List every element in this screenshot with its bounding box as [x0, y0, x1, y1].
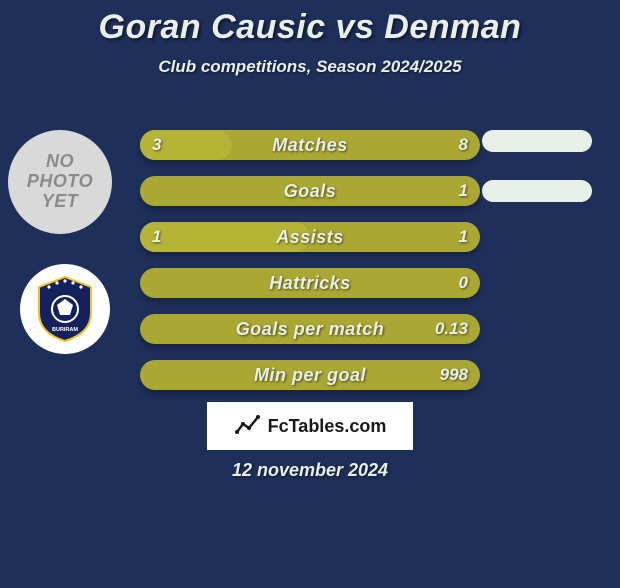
player1-club-badge: BURIRAM: [20, 264, 110, 354]
page-subtitle: Club competitions, Season 2024/2025: [0, 57, 620, 77]
bar-label: Hattricks: [140, 268, 480, 298]
bar-right-value: 8: [459, 130, 468, 160]
avatar-placeholder-text: NOPHOTOYET: [27, 152, 93, 211]
bar-assists: 1 Assists 1: [140, 222, 480, 252]
player2-pill-2: [482, 180, 592, 202]
footer-logo: FcTables.com: [207, 402, 413, 450]
bar-right-value: 998: [440, 360, 468, 390]
bar-right-value: 0.13: [435, 314, 468, 344]
bar-label: Goals per match: [140, 314, 480, 344]
bar-right-value: 1: [459, 176, 468, 206]
bar-label: Matches: [140, 130, 480, 160]
bar-min-per-goal: Min per goal 998: [140, 360, 480, 390]
footer-date: 12 november 2024: [0, 460, 620, 481]
player1-column: NOPHOTOYET BURIRAM: [8, 130, 118, 354]
player2-column: [482, 130, 602, 230]
bar-right-value: 0: [459, 268, 468, 298]
bar-label: Goals: [140, 176, 480, 206]
bar-label: Min per goal: [140, 360, 480, 390]
club-name-text: BURIRAM: [52, 327, 78, 333]
bar-right-value: 1: [459, 222, 468, 252]
player2-pill-1: [482, 130, 592, 152]
bar-hattricks: Hattricks 0: [140, 268, 480, 298]
bar-goals-per-match: Goals per match 0.13: [140, 314, 480, 344]
bar-goals: Goals 1: [140, 176, 480, 206]
bar-matches: 3 Matches 8: [140, 130, 480, 160]
footer-logo-text: FcTables.com: [268, 416, 387, 437]
player1-avatar-placeholder: NOPHOTOYET: [8, 130, 112, 234]
fctables-logo-icon: [234, 412, 262, 440]
page-title: Goran Causic vs Denman: [0, 8, 620, 47]
club-crest-icon: BURIRAM: [29, 273, 101, 345]
stat-bars: 3 Matches 8 Goals 1 1 Assists 1 Hattrick…: [140, 130, 480, 406]
bar-label: Assists: [140, 222, 480, 252]
